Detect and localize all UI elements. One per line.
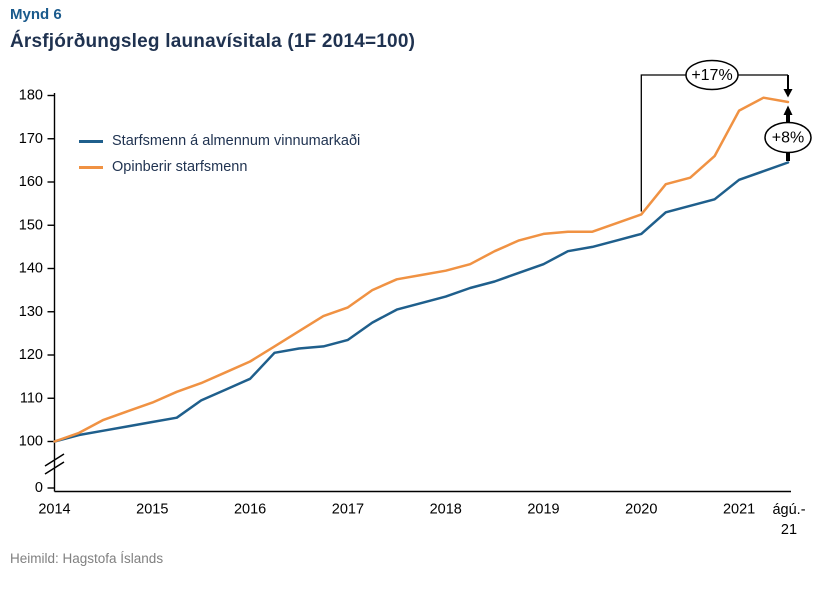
plus17-ellipse [685,59,739,91]
y-tick-label: 180 [19,88,43,104]
x-axis-labels: 2014 2015 2016 2017 2018 2019 2020 2021 ágú.-21 [38,502,805,538]
x-tick-label: 2016 [234,502,266,518]
up-arrowhead-icon [783,105,793,115]
plus8-label: +8% [772,130,804,147]
legend-item-public: Opinberir starfsmenn [79,154,360,180]
series-line-private [53,161,790,443]
x-tick-label: 2014 [38,502,70,518]
legend-label-public: Opinberir starfsmenn [112,159,248,175]
y-tick-label: 170 [19,131,43,147]
legend: Starfsmenn á almennum vinnumarkaði Opinb… [79,128,360,180]
figure-label: Mynd 6 [10,6,62,23]
legend-line-sample-public [79,165,103,169]
y-tick-label: 110 [20,390,43,406]
y-axis-ticks: 0 100 110 120 130 140 150 160 170 180 [19,88,55,496]
series-line-public [53,96,790,443]
y-tick-label: 140 [19,261,43,277]
y-tick-label: 130 [19,304,43,320]
break-slash [44,461,65,475]
annotation-plus8: +8% [764,105,812,162]
x-tick-label: 2021 [723,502,755,518]
annotation-plus17: +17% [640,59,793,212]
page-title: Ársfjórðungsleg launavísitala (1F 2014=1… [10,31,416,52]
x-tick-label: 2020 [625,502,657,518]
legend-label-private: Starfsmenn á almennum vinnumarkaði [112,133,361,149]
x-tick-label: 2015 [136,502,168,518]
bracket-line [640,74,788,212]
x-tick-label: 2018 [430,502,462,518]
y-axis-break-icon [44,453,65,475]
y-tick-label: 120 [19,347,43,363]
legend-item-private: Starfsmenn á almennum vinnumarkaði [79,128,360,154]
y-tick-label: 160 [19,174,43,190]
source-note: Heimild: Hagstofa Íslands [10,551,164,566]
x-tick-label: 2017 [332,502,364,518]
down-arrowhead-icon [783,88,793,98]
x-tick-label-last: ágú.-21 [772,502,805,538]
break-slash [44,453,65,467]
x-tick-label: 2019 [527,502,559,518]
legend-line-sample-private [79,139,103,143]
y-tick-label: 100 [19,434,43,450]
axes [53,93,791,493]
plus8-ellipse [764,121,812,154]
y-tick-label: 150 [19,217,43,233]
plus17-label: +17% [691,67,732,84]
y-tick-label: 0 [35,480,43,496]
